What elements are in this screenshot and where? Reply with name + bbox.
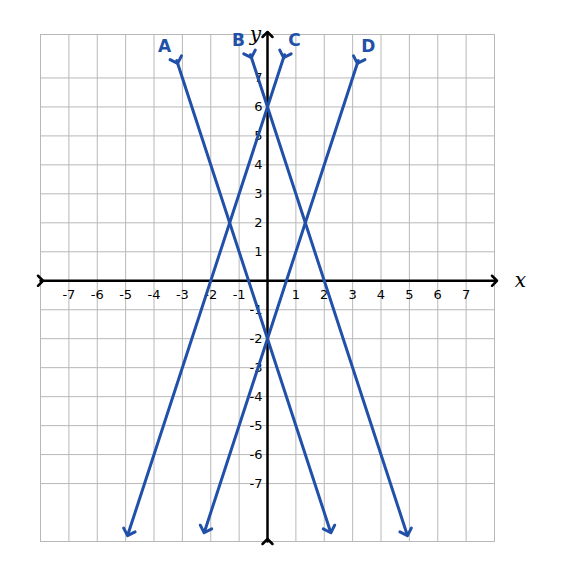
svg-text:-2: -2 bbox=[204, 286, 218, 302]
svg-text:A: A bbox=[158, 36, 172, 56]
svg-text:-2: -2 bbox=[250, 331, 263, 346]
svg-text:-3: -3 bbox=[176, 287, 189, 302]
svg-text:B: B bbox=[232, 30, 245, 50]
svg-text:3: 3 bbox=[254, 186, 262, 201]
svg-text:-7: -7 bbox=[62, 287, 75, 302]
svg-text:2: 2 bbox=[254, 215, 262, 230]
svg-text:-6: -6 bbox=[250, 447, 263, 462]
svg-text:x: x bbox=[515, 268, 526, 292]
svg-text:-4: -4 bbox=[249, 388, 263, 404]
svg-text:y: y bbox=[249, 22, 262, 46]
svg-text:1: 1 bbox=[254, 244, 262, 259]
svg-text:-5: -5 bbox=[119, 287, 132, 302]
svg-text:4: 4 bbox=[377, 287, 385, 302]
svg-text:-7: -7 bbox=[250, 476, 263, 491]
svg-text:7: 7 bbox=[462, 287, 470, 302]
svg-text:3: 3 bbox=[348, 287, 356, 302]
svg-text:2: 2 bbox=[320, 286, 329, 302]
svg-text:D: D bbox=[361, 36, 375, 56]
svg-text:7: 7 bbox=[254, 70, 263, 86]
svg-text:4: 4 bbox=[254, 157, 262, 172]
svg-text:6: 6 bbox=[434, 287, 442, 302]
svg-text:1: 1 bbox=[292, 287, 300, 302]
svg-text:6: 6 bbox=[254, 99, 262, 114]
svg-text:-5: -5 bbox=[250, 418, 263, 433]
svg-text:-3: -3 bbox=[249, 359, 263, 375]
svg-text:-1: -1 bbox=[233, 287, 246, 302]
svg-text:5: 5 bbox=[405, 287, 413, 302]
svg-text:-1: -1 bbox=[249, 301, 263, 317]
svg-text:-4: -4 bbox=[148, 287, 161, 302]
svg-text:-6: -6 bbox=[91, 287, 104, 302]
svg-text:C: C bbox=[288, 30, 300, 50]
